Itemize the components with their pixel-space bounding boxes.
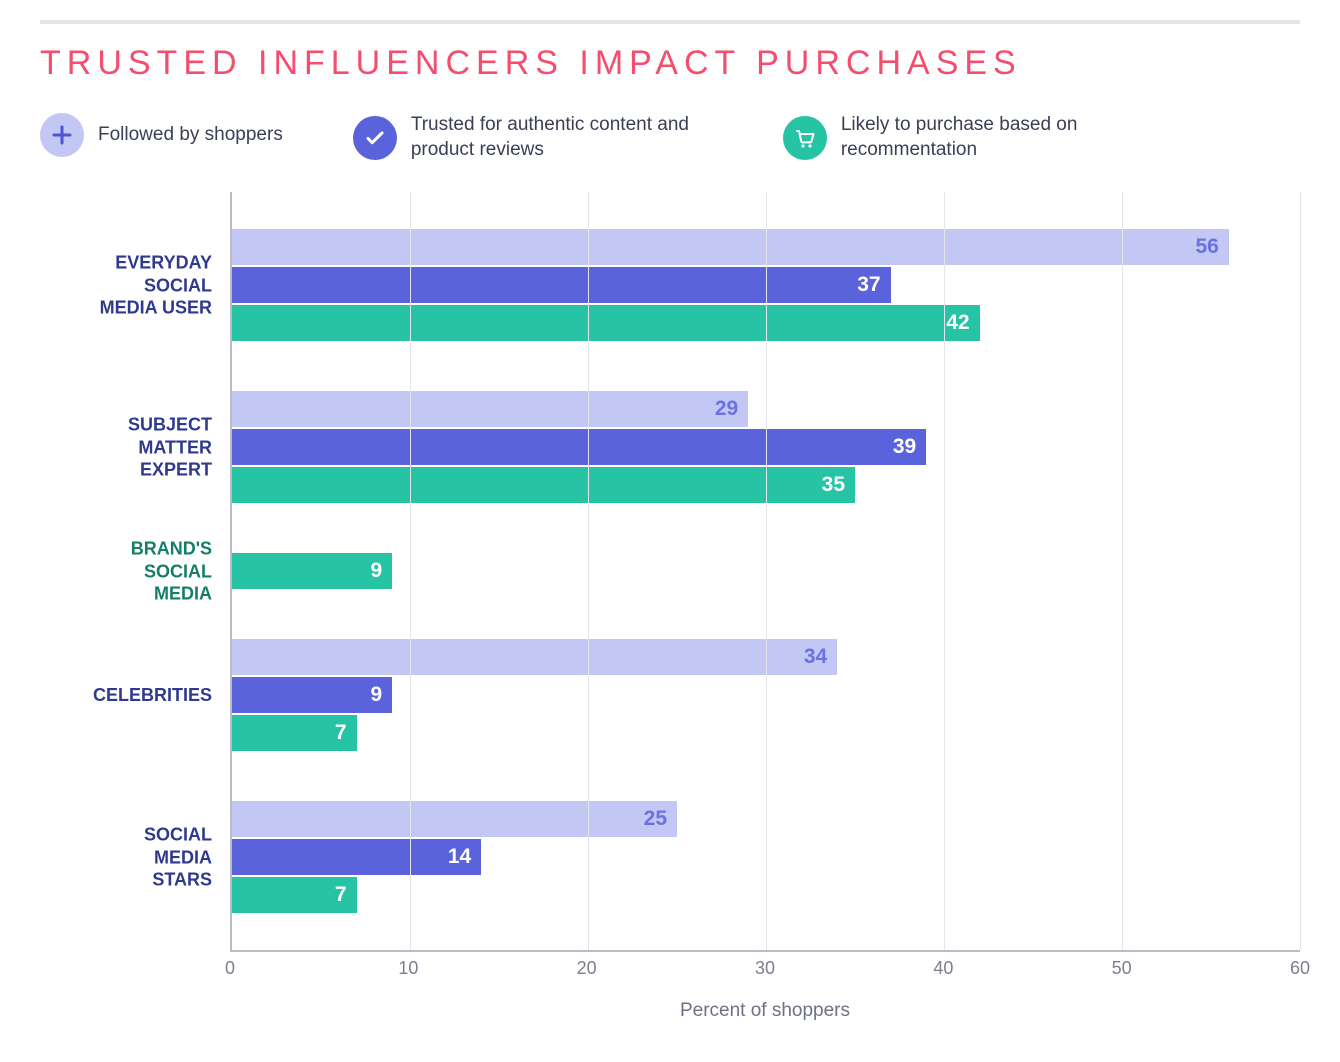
legend-item: Trusted for authentic content and produc… [353,113,713,162]
bar-fill [232,553,392,589]
gridline [410,192,411,950]
x-tick-label: 50 [1112,958,1132,979]
bar-value: 29 [715,397,738,421]
bar-value: 34 [804,645,827,669]
gridline [1300,192,1301,950]
bar-value: 9 [371,683,383,707]
bar-value: 7 [335,721,347,745]
chart: EVERYDAYSOCIALMEDIA USER563742SUBJECTMAT… [230,192,1300,1022]
bar-fill [232,391,748,427]
category-label: CELEBRITIES [42,684,232,707]
x-tick-label: 0 [225,958,235,979]
bar-value: 42 [946,311,969,335]
gridline [944,192,945,950]
bar-value: 25 [644,807,667,831]
cart-icon [783,116,827,160]
x-ticks: 0102030405060 [230,952,1300,982]
x-axis-label: Percent of shoppers [230,1000,1300,1022]
bar-fill [232,467,855,503]
legend-item: Followed by shoppers [40,113,283,157]
bar-fill [232,839,481,875]
bar-fill [232,639,837,675]
bar-fill [232,229,1229,265]
legend: Followed by shoppers Trusted for authenti… [40,113,1300,162]
bar-value: 7 [335,883,347,907]
plus-icon [40,113,84,157]
bar-fill [232,429,926,465]
gridline [766,192,767,950]
category-label: SOCIALMEDIASTARS [42,824,232,892]
gridline [588,192,589,950]
bar-fill [232,801,677,837]
category-label: BRAND'SSOCIALMEDIA [42,538,232,606]
bar-value: 35 [822,473,845,497]
plot-area: EVERYDAYSOCIALMEDIA USER563742SUBJECTMAT… [230,192,1300,952]
bar-value: 9 [371,559,383,583]
legend-label: Followed by shoppers [98,123,283,148]
gridline [1122,192,1123,950]
x-tick-label: 10 [398,958,418,979]
x-tick-label: 20 [577,958,597,979]
category-label: SUBJECTMATTEREXPERT [42,414,232,482]
x-tick-label: 30 [755,958,775,979]
bar-fill [232,305,980,341]
bar-value: 56 [1195,235,1218,259]
bar-value: 39 [893,435,916,459]
category-label: EVERYDAYSOCIALMEDIA USER [42,252,232,320]
x-tick-label: 40 [933,958,953,979]
chart-title: TRUSTED INFLUENCERS IMPACT PURCHASES [40,44,1300,83]
bar-fill [232,267,891,303]
bar-fill [232,677,392,713]
top-rule [40,20,1300,24]
bar-value: 37 [857,273,880,297]
legend-item: Likely to purchase based on recommentati… [783,113,1143,162]
legend-label: Likely to purchase based on recommentati… [841,113,1143,162]
check-icon [353,116,397,160]
bar-value: 14 [448,845,471,869]
legend-label: Trusted for authentic content and produc… [411,113,713,162]
x-tick-label: 60 [1290,958,1310,979]
